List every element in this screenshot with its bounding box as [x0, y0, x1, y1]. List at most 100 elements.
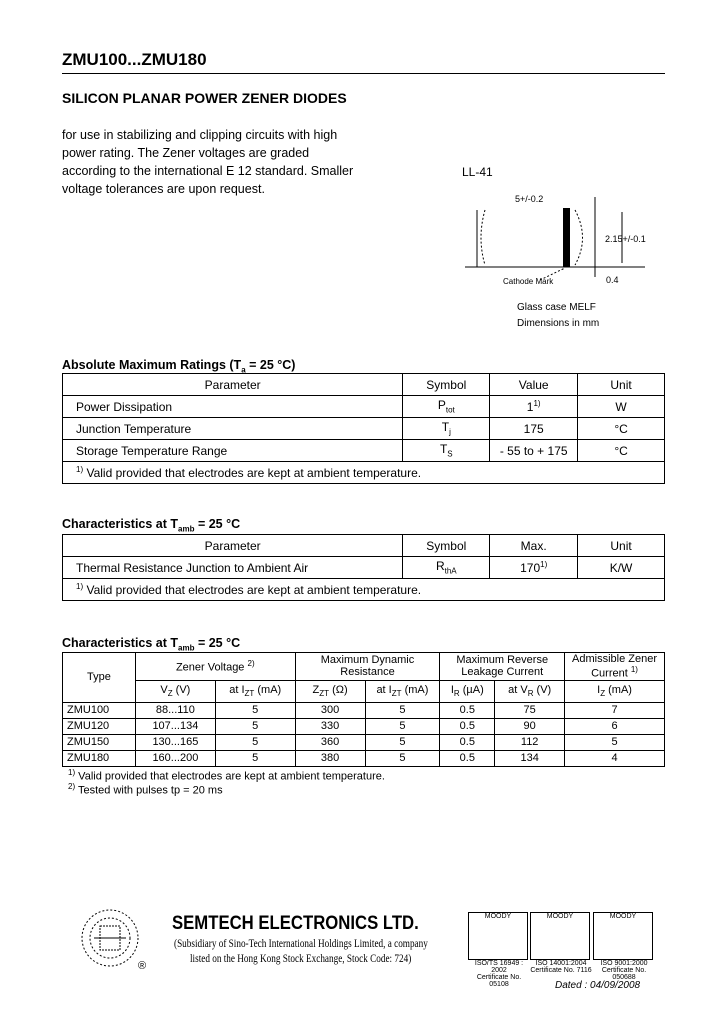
heading-sub: a: [241, 365, 246, 375]
heading-end: = 25 °C: [194, 517, 241, 531]
char2-table: Type Zener Voltage 2) Maximum Dynamic Re…: [62, 652, 665, 767]
table-row: ZMU100 88...110 5 300 5 0.5 75 7: [62, 701, 665, 719]
value-cell: 107...134: [134, 717, 216, 735]
value-cell: 5: [364, 701, 441, 719]
unit-cell: K/W: [577, 556, 665, 579]
header-cell: Unit: [577, 534, 665, 557]
dated-label: Dated : 04/09/2008: [555, 980, 641, 991]
value-cell: 330: [294, 717, 366, 735]
value-cell: 0.5: [439, 701, 496, 719]
semtech-logo-icon: [81, 909, 139, 967]
cert-badge-2: MOODY ISO 14001:2004 Certificate No. 711…: [530, 912, 592, 974]
symbol-cell: RthA: [402, 556, 491, 579]
value-cell: 5: [214, 749, 296, 767]
subheader-iz: IZ (mA): [564, 679, 665, 703]
cert-standard: ISO 9001:2000: [600, 960, 648, 967]
value-cell: 5: [564, 733, 665, 751]
unit-cell: °C: [577, 439, 665, 462]
header-text: Zener Voltage: [175, 661, 245, 674]
table-subheader: VZ (V) at IZT (mA) ZZT (Ω) at IZT (mA) I…: [63, 679, 665, 703]
subheader-unit: (V): [172, 684, 191, 697]
value-cell: 112: [494, 733, 566, 751]
symbol-sub: j: [449, 427, 451, 437]
diode-drawing: [465, 197, 645, 281]
footnote-mark: 1): [68, 768, 76, 777]
moody-logo-icon: MOODY: [468, 912, 528, 960]
heading-text: Absolute Maximum Ratings (T: [62, 358, 242, 372]
header-text: Admissible Zener Current: [572, 653, 658, 680]
type-cell: ZMU150: [62, 733, 136, 751]
symbol: P: [437, 398, 446, 413]
footnote-text: Valid provided that electrodes are kept …: [83, 466, 422, 480]
table-row: Thermal Resistance Junction to Ambient A…: [61, 556, 665, 579]
subheader-sub: ZT: [319, 689, 330, 699]
unit-cell: W: [577, 395, 665, 418]
value-cell: 88...110: [134, 701, 216, 719]
value-cell: 0.5: [439, 733, 496, 751]
unit-cell: °C: [577, 417, 665, 440]
band-dimension: 0.4: [606, 275, 619, 285]
cathode-mark-label: Cathode Mark: [503, 277, 554, 286]
package-label: LL-41: [462, 165, 493, 179]
subheader-text: at I: [229, 684, 245, 697]
cert-standard: ISO/TS 16949 : 2002: [474, 960, 524, 974]
table-row: ZMU150 130...165 5 360 5 0.5 112 5: [62, 733, 665, 751]
heading-sub: amb: [178, 643, 195, 653]
value-cell: 0.5: [439, 717, 496, 735]
heading-sub: amb: [178, 524, 195, 534]
value-cell: 11): [489, 395, 579, 418]
symbol: T: [439, 442, 448, 457]
param-cell: Junction Temperature: [61, 417, 404, 440]
value-cell: 160...200: [134, 749, 216, 767]
subheader-sub: Z: [167, 689, 173, 699]
value-cell: 5: [214, 701, 296, 719]
subheader-sub: ZT: [391, 689, 402, 699]
header-cell: Symbol: [402, 373, 491, 396]
value-cell: 5: [214, 717, 296, 735]
page-title: ZMU100...ZMU180: [62, 50, 207, 69]
dimensions-label: Dimensions in mm: [517, 318, 600, 329]
symbol-cell: Tj: [402, 417, 491, 440]
footnote-text: Valid provided that electrodes are kept …: [83, 583, 422, 597]
company-subsidiary-line: (Subsidiary of Sino-Tech International H…: [174, 938, 428, 950]
value-cell: 4: [564, 749, 665, 767]
subheader-sub: R: [453, 689, 460, 699]
header-cell: Value: [489, 373, 579, 396]
heading-end: = 25 °C: [194, 636, 241, 650]
header-sup: 1): [630, 665, 638, 674]
subheader-text: I: [450, 684, 454, 697]
value-cell: - 55 to + 175: [489, 439, 579, 462]
subheader-text: I: [597, 684, 601, 697]
subheader-unit: (V): [533, 684, 552, 697]
value-cell: 360: [294, 733, 366, 751]
package-diagram: LL-41 5+/-0.2 2.15+/-0.1 0.4 Cathode Mar…: [440, 160, 660, 340]
subheader-unit: (µA): [459, 684, 484, 697]
symbol-cell: Ptot: [402, 395, 491, 418]
char2-footnote-2: 2) Tested with pulses tp = 20 ms: [68, 782, 223, 797]
value-cell: 5: [364, 733, 441, 751]
header-cell: Parameter: [61, 534, 404, 557]
heading-text: Characteristics at T: [62, 636, 179, 650]
char1-heading: Characteristics at Tamb = 25 °C: [62, 517, 240, 534]
length-dimension: 5+/-0.2: [515, 194, 544, 204]
footnote-row: 1) Valid provided that electrodes are ke…: [62, 578, 665, 601]
value-cell: 5: [364, 717, 441, 735]
diameter-dimension: 2.15+/-0.1: [605, 234, 646, 244]
cert-badge-1: MOODY ISO/TS 16949 : 2002 Certificate No…: [468, 912, 530, 988]
type-cell: ZMU100: [62, 701, 136, 719]
symbol: R: [435, 559, 445, 574]
value-cell: 5: [214, 733, 296, 751]
value-cell: 134: [494, 749, 566, 767]
cert-standard: ISO 14001:2004: [535, 960, 587, 967]
value-cell: 6: [564, 717, 665, 735]
param-cell: Thermal Resistance Junction to Ambient A…: [61, 556, 404, 579]
subheader-sub: Z: [600, 689, 606, 699]
char2-footnote-1: 1) Valid provided that electrodes are ke…: [68, 768, 385, 783]
moody-logo-icon: MOODY: [530, 912, 590, 960]
abs-max-table: Parameter Symbol Value Unit Power Dissipati…: [61, 373, 665, 484]
symbol-sub: tot: [445, 405, 455, 415]
subheader-unit: (mA): [254, 684, 282, 697]
symbol-sub: S: [447, 449, 453, 459]
footnote-mark: 1): [76, 582, 84, 591]
value: 170: [520, 561, 541, 575]
